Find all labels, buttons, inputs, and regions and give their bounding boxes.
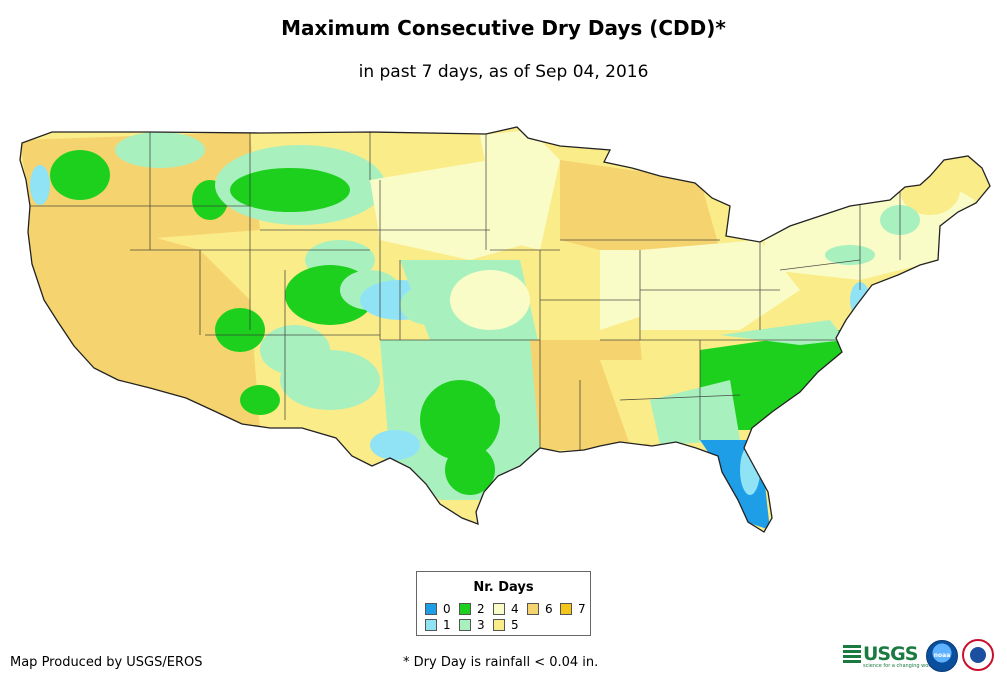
dry-day-footnote: * Dry Day is rainfall < 0.04 in.	[403, 655, 599, 670]
legend-swatch-2	[459, 603, 471, 615]
legend-label-0: 0	[443, 602, 451, 616]
legend-title: Nr. Days	[473, 580, 534, 595]
legend-swatch-5	[493, 619, 505, 631]
legend-label-2: 2	[477, 602, 485, 616]
map-legend: Nr. Days 0 1 2 3 4 5 6 7	[416, 571, 591, 636]
usgs-logo-icon: USGS science for a changing world	[843, 643, 935, 669]
legend-label-6: 6	[545, 602, 553, 616]
legend-swatch-0	[425, 603, 437, 615]
legend-label-5: 5	[511, 618, 519, 632]
nws-logo-icon	[962, 639, 994, 671]
map-title: Maximum Consecutive Dry Days (CDD)*	[281, 16, 726, 40]
legend-swatch-6	[527, 603, 539, 615]
legend-label-3: 3	[477, 618, 485, 632]
legend-swatch-1	[425, 619, 437, 631]
noaa-logo-icon: noaa	[926, 640, 958, 672]
legend-label-1: 1	[443, 618, 451, 632]
legend-label-4: 4	[511, 602, 519, 616]
legend-label-7: 7	[578, 602, 586, 616]
legend-swatch-4	[493, 603, 505, 615]
legend-swatch-3	[459, 619, 471, 631]
map-credit: Map Produced by USGS/EROS	[10, 655, 203, 670]
legend-swatch-7	[560, 603, 572, 615]
map-subtitle: in past 7 days, as of Sep 04, 2016	[358, 62, 649, 82]
